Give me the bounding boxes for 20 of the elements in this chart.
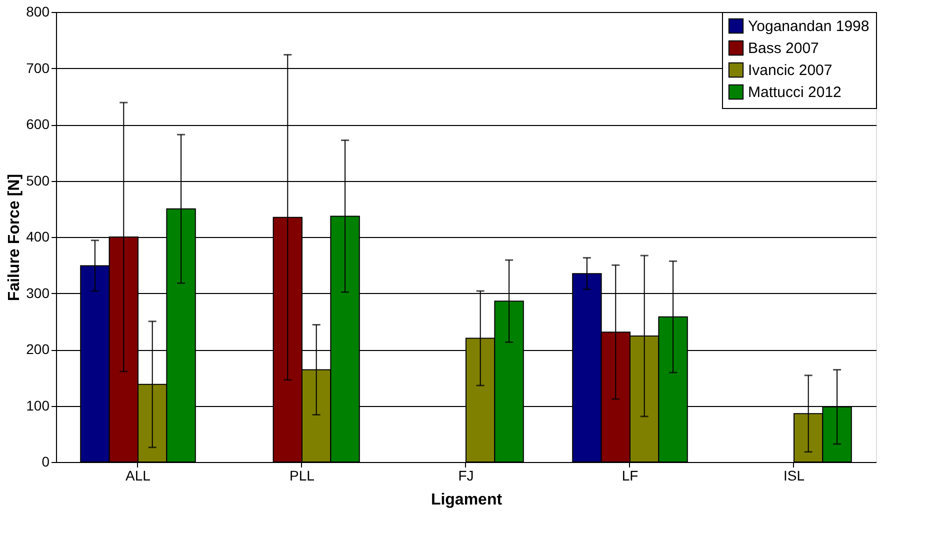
x-tick-label: LF <box>622 468 638 484</box>
x-tick-label: ALL <box>126 468 151 484</box>
y-tick-label: 800 <box>26 4 50 20</box>
x-tick-label: PLL <box>290 468 315 484</box>
y-tick-label: 300 <box>26 284 50 301</box>
y-axis-title: Failure Force [N] <box>6 174 24 302</box>
legend-label: Ivancic 2007 <box>748 62 832 79</box>
legend-label: Bass 2007 <box>748 40 819 57</box>
y-tick-label: 0 <box>42 454 50 470</box>
y-tick-label: 700 <box>26 60 50 76</box>
y-tick-label: 600 <box>26 116 50 132</box>
y-tick-label: 100 <box>26 397 50 414</box>
y-tick-label: 200 <box>26 341 50 357</box>
x-tick-label: FJ <box>458 468 474 484</box>
legend-label: Yoganandan 1998 <box>748 18 870 35</box>
legend-label: Mattucci 2012 <box>748 84 842 101</box>
y-tick-label: 400 <box>26 228 50 244</box>
y-tick-label: 500 <box>26 172 50 188</box>
x-tick-label: ISL <box>783 468 805 484</box>
x-axis-title: Ligament <box>430 492 503 508</box>
